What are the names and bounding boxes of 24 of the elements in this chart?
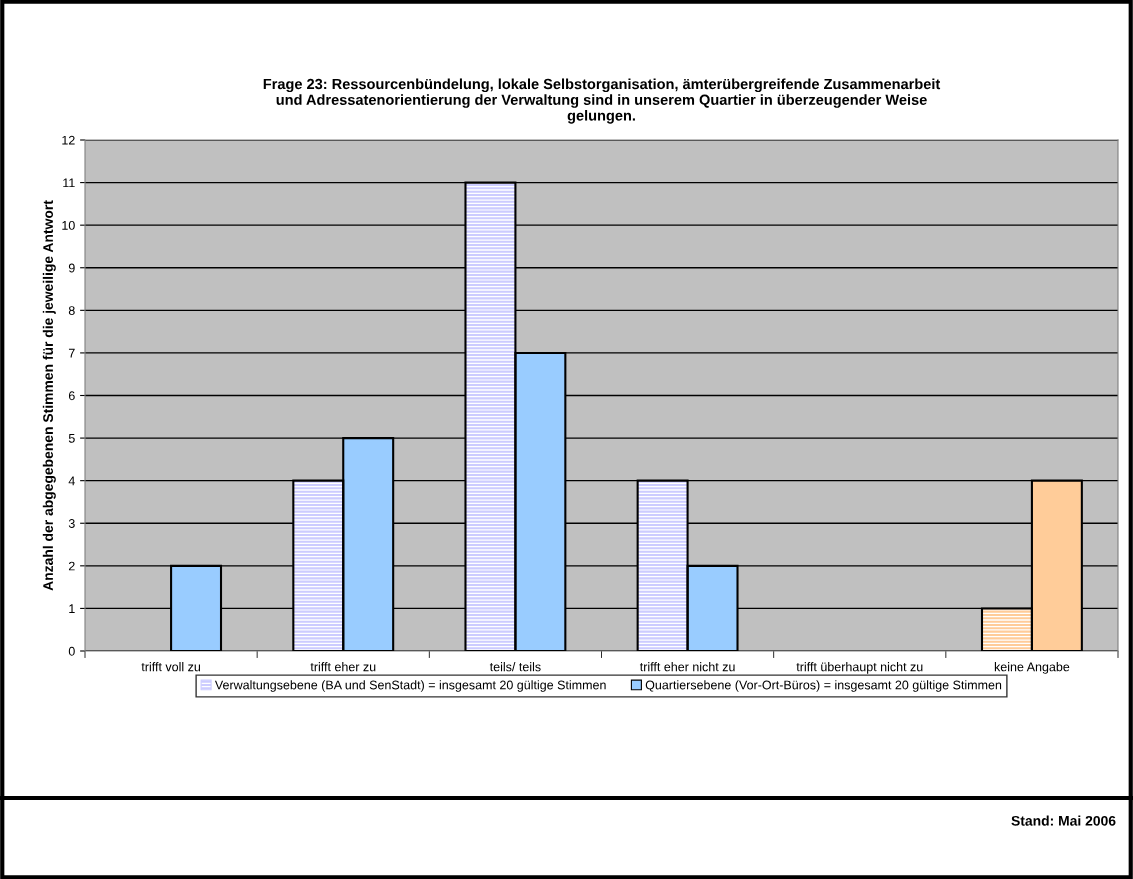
x-tick-label: trifft voll zu: [141, 662, 201, 672]
chart-title: Frage 23: Ressourcenbündelung, lokale Selbstorganisation, ämterübergreifende Zusammenarbeit und Adressatenorientierung der Verwaltung sind in unserem Quartier in überzeugender Weise gelungen.: [263, 78, 941, 124]
y-tick-label: 1: [69, 604, 75, 613]
y-tick-label: 7: [68, 348, 75, 358]
x-tick-label: trifft eher zu: [310, 662, 376, 672]
x-tick-label: trifft eher nicht zu: [639, 662, 735, 672]
legend-label: Verwaltungsebene (BA und SenStadt) = insgesamt 20 gültige Stimmen: [214, 680, 606, 692]
x-tick-label: keine Angabe: [994, 662, 1070, 674]
y-tick-label: 9: [68, 263, 75, 273]
x-tick-label: trifft überhaupt nicht zu: [796, 662, 923, 674]
y-tick-label: 2: [68, 561, 75, 571]
y-tick-label: 3: [68, 519, 75, 528]
y-tick-label: 6: [68, 391, 75, 401]
y-tick-label: 5: [68, 434, 75, 443]
y-tick-label: 12: [62, 135, 75, 145]
y-axis-title: Anzahl der abgegebenen Stimmen für die jeweilige Antwort: [42, 200, 56, 591]
x-tick-label: teils/ teils: [489, 662, 541, 672]
y-tick-label: 4: [68, 476, 75, 486]
y-tick-label: 10: [62, 220, 75, 230]
y-tick-label: 11: [63, 178, 75, 188]
legend-label: Quartiersebene (Vor-Ort-Büros) = insgesamt 20 gültige Stimmen: [645, 680, 1002, 692]
y-tick-label: 8: [68, 306, 75, 315]
text: Stand: Mai 2006: [1011, 815, 1116, 826]
y-tick-label: 0: [68, 646, 75, 656]
